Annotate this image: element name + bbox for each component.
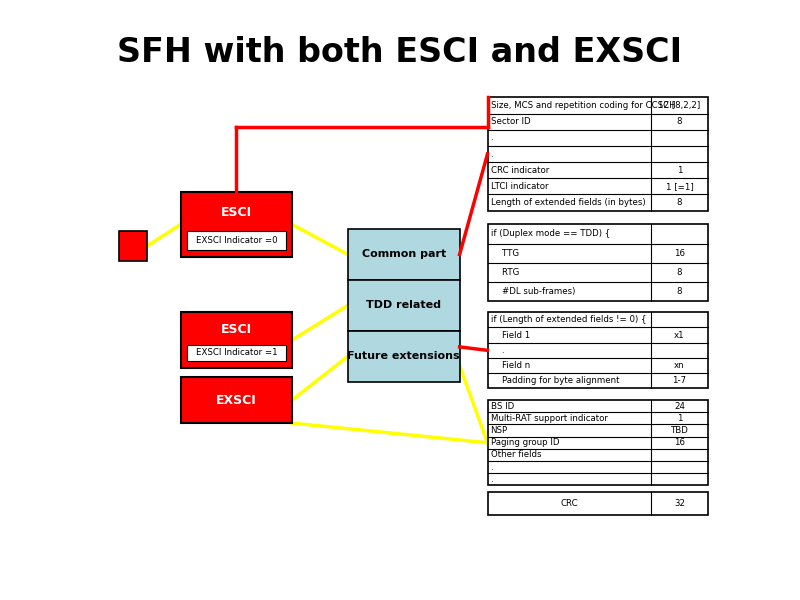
Bar	[487, 312, 708, 388]
Text: 8: 8	[677, 268, 682, 277]
Text: 16: 16	[674, 438, 685, 447]
Bar	[348, 280, 459, 331]
Text: TBD: TBD	[670, 426, 689, 435]
Text: 1: 1	[677, 414, 682, 423]
Text: Paging group ID: Paging group ID	[490, 438, 559, 447]
Text: EXSCI: EXSCI	[216, 394, 257, 407]
Text: .: .	[490, 133, 494, 142]
Bar	[187, 231, 286, 250]
Text: xn: xn	[674, 361, 685, 370]
Text: .: .	[490, 149, 494, 158]
Text: 8: 8	[677, 198, 682, 207]
Text: CRC: CRC	[561, 499, 578, 508]
Text: 8: 8	[677, 117, 682, 126]
Text: 1-7: 1-7	[673, 376, 686, 385]
Text: Field 1: Field 1	[490, 331, 530, 340]
Text: TDD related: TDD related	[366, 301, 442, 310]
Text: .: .	[490, 475, 494, 484]
Text: 8: 8	[677, 287, 682, 296]
Text: .: .	[490, 463, 494, 472]
Bar	[118, 232, 146, 262]
Text: Other fields: Other fields	[490, 451, 541, 460]
Bar	[487, 97, 708, 211]
Text: 12 [8,2,2]: 12 [8,2,2]	[658, 101, 701, 110]
Text: .: .	[490, 346, 504, 355]
Bar	[487, 400, 708, 485]
Bar	[181, 312, 292, 368]
Text: #DL sub-frames): #DL sub-frames)	[490, 287, 575, 296]
Text: ESCI: ESCI	[221, 323, 252, 337]
Text: TTG: TTG	[490, 248, 518, 257]
Text: CRC indicator: CRC indicator	[490, 166, 549, 175]
Text: if (Duplex mode == TDD) {: if (Duplex mode == TDD) {	[490, 229, 610, 238]
Text: Field n: Field n	[490, 361, 530, 370]
Bar	[487, 493, 708, 515]
Text: if (Length of extended fields != 0) {: if (Length of extended fields != 0) {	[490, 316, 646, 325]
Text: ESCI: ESCI	[221, 206, 252, 220]
Text: Sector ID: Sector ID	[490, 117, 530, 126]
Text: Padding for byte alignment: Padding for byte alignment	[490, 376, 619, 385]
Bar	[348, 331, 459, 382]
Text: Common part: Common part	[362, 250, 446, 259]
Text: Size, MCS and repetition coding for CCSCH: Size, MCS and repetition coding for CCSC…	[490, 101, 675, 110]
Text: 1: 1	[677, 166, 682, 175]
Text: SFH with both ESCI and EXSCI: SFH with both ESCI and EXSCI	[118, 36, 682, 69]
Bar	[348, 229, 459, 280]
Bar	[181, 192, 292, 257]
Text: 16: 16	[674, 248, 685, 257]
Text: LTCI indicator: LTCI indicator	[490, 182, 548, 191]
Text: Length of extended fields (in bytes): Length of extended fields (in bytes)	[490, 198, 646, 207]
Text: EXSCI Indicator =0: EXSCI Indicator =0	[195, 236, 278, 245]
Text: x1: x1	[674, 331, 685, 340]
Text: Multi-RAT support indicator: Multi-RAT support indicator	[490, 414, 607, 423]
Text: 24: 24	[674, 401, 685, 410]
Text: 32: 32	[674, 499, 685, 508]
Text: Future extensions: Future extensions	[347, 351, 460, 361]
Text: 1 [=1]: 1 [=1]	[666, 182, 694, 191]
Bar	[187, 344, 286, 361]
Bar	[487, 224, 708, 301]
Text: RTG: RTG	[490, 268, 519, 277]
Text: NSP: NSP	[490, 426, 508, 435]
Text: BS ID: BS ID	[490, 401, 514, 410]
Bar	[181, 377, 292, 423]
Text: EXSCI Indicator =1: EXSCI Indicator =1	[195, 349, 278, 358]
